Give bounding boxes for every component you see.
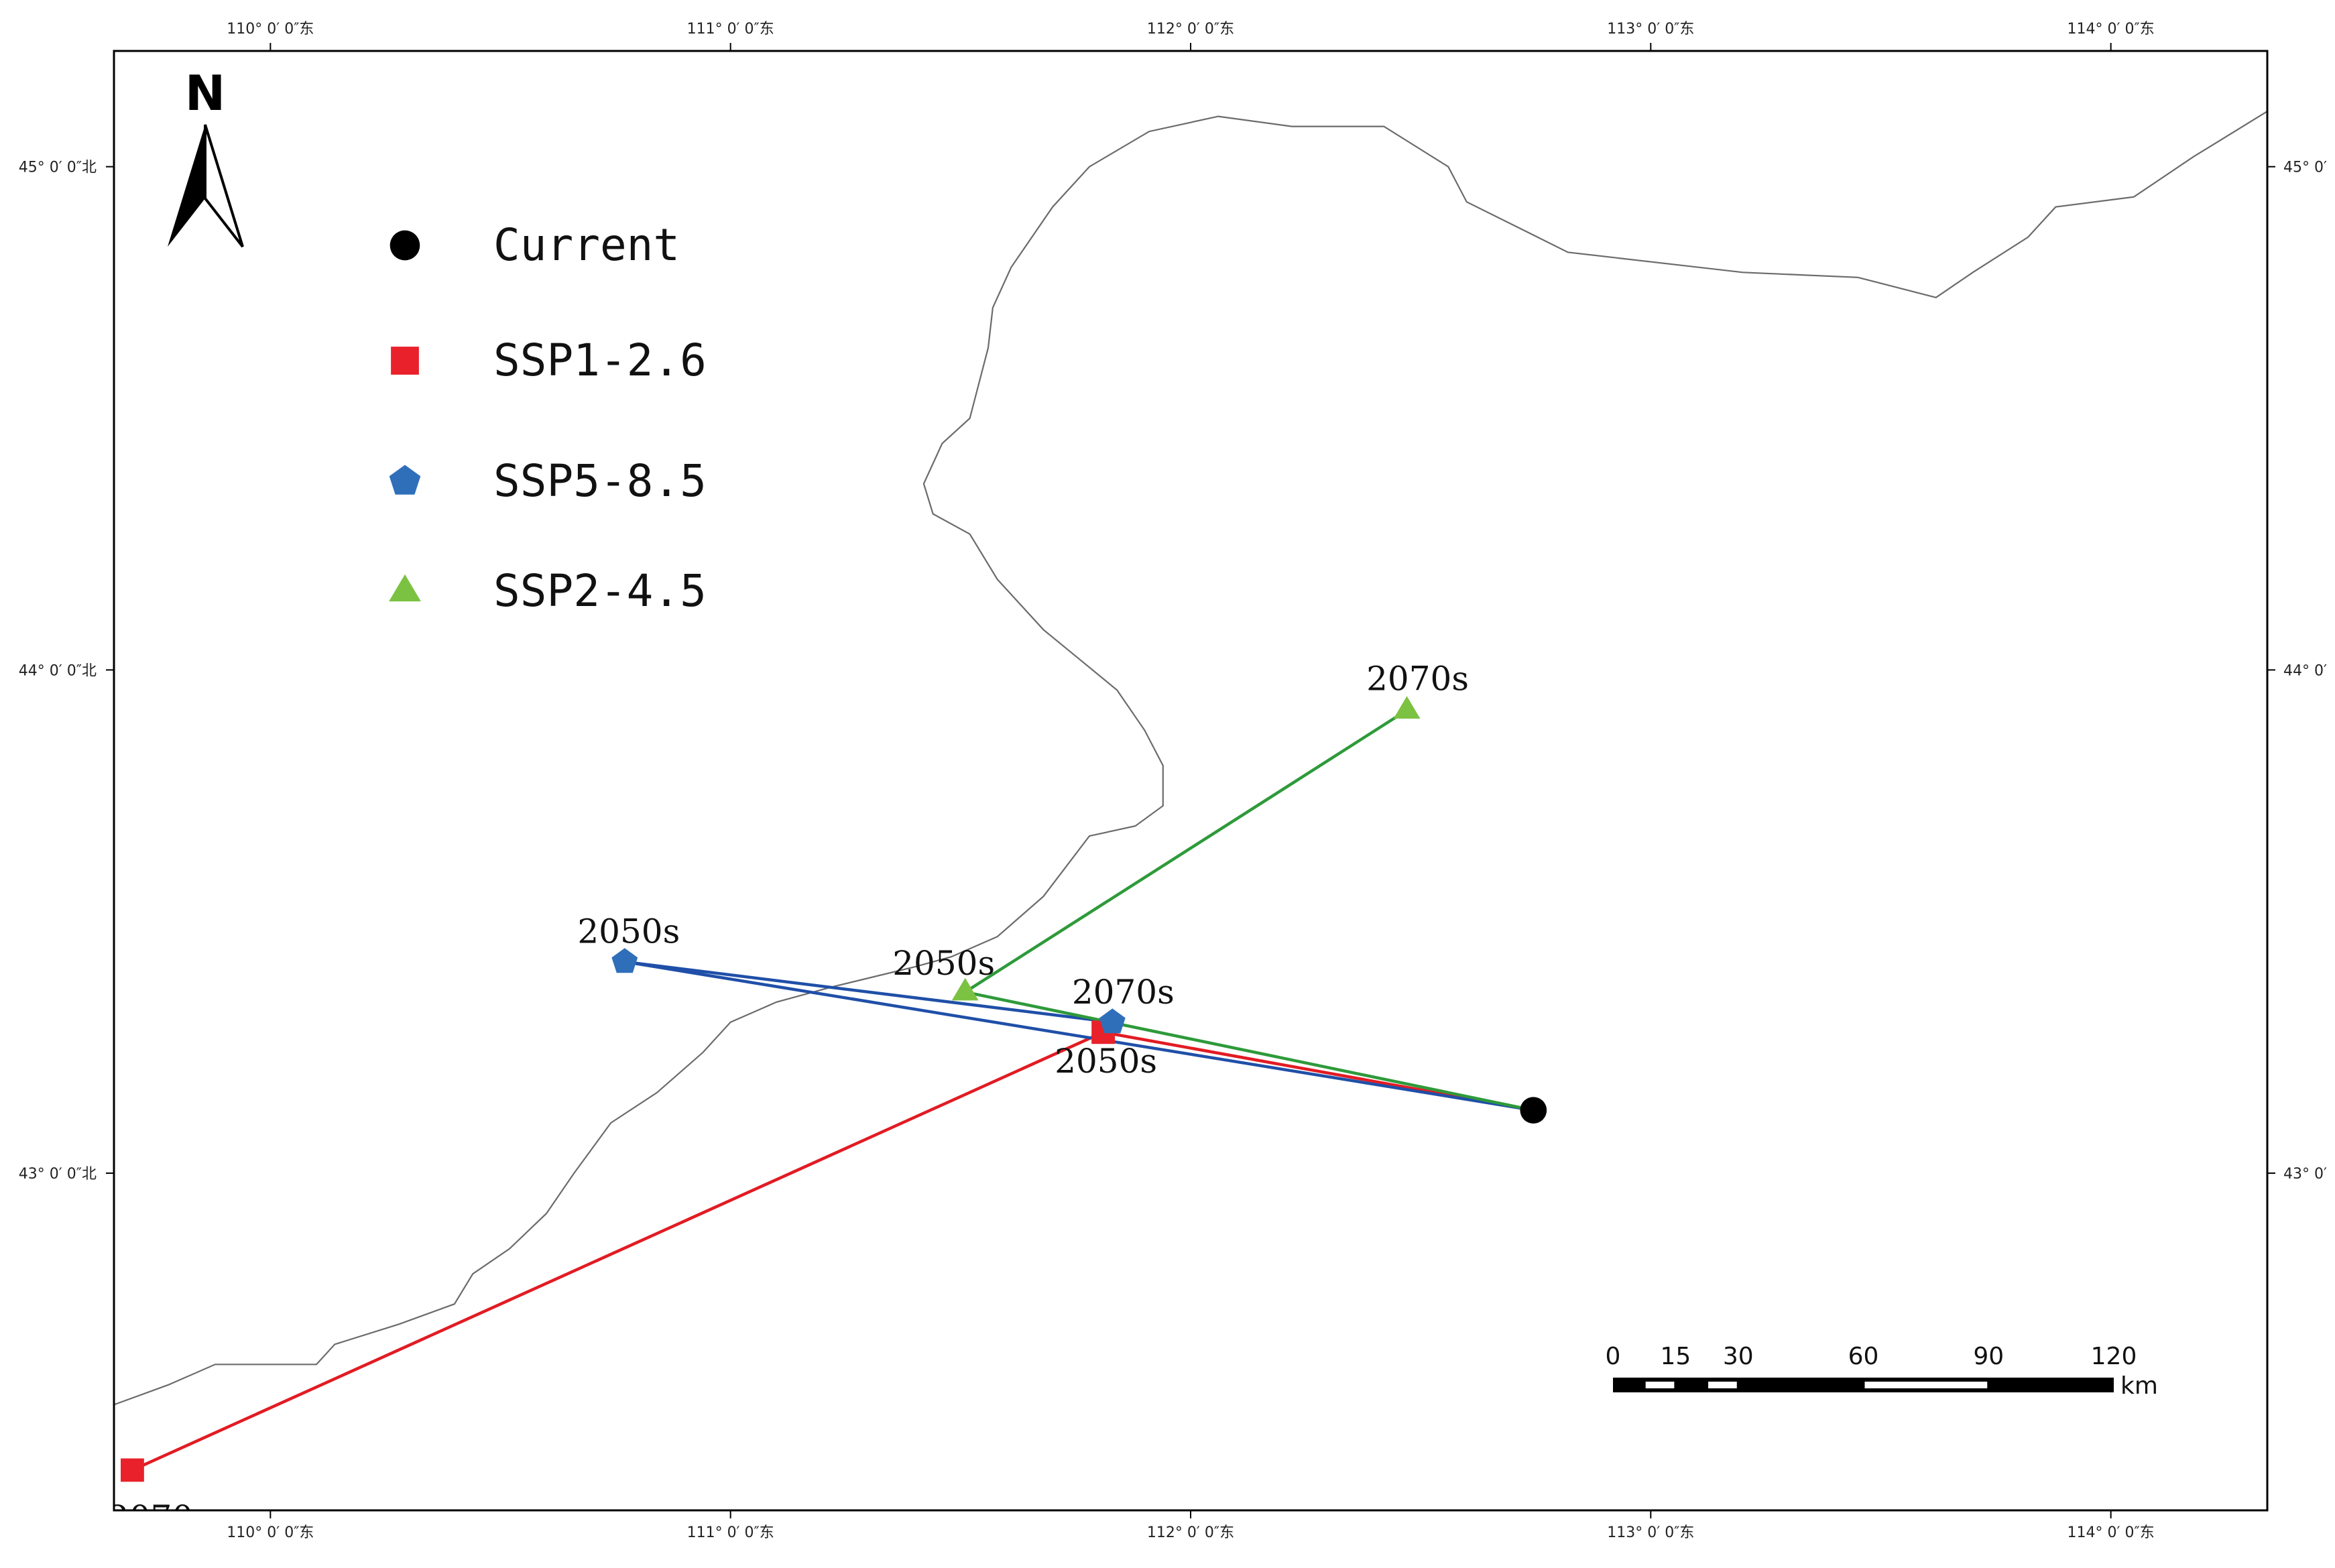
legend-label: Current bbox=[493, 219, 680, 271]
north-arrow-label: N bbox=[185, 65, 225, 121]
marker-ssp2-45-2050s bbox=[951, 977, 979, 1001]
north-arrow-icon bbox=[168, 125, 205, 247]
scale-bar-tick-label: 120 bbox=[2091, 1343, 2137, 1370]
longitude-tick-label-bottom: 112° 0′ 0″东 bbox=[1147, 1524, 1234, 1541]
legend-label: SSP5-8.5 bbox=[493, 455, 707, 507]
legend-item-ssp2-45: SSP2-4.5 bbox=[389, 565, 707, 617]
period-label: 2050s bbox=[1055, 1042, 1157, 1081]
longitude-tick-label-top: 111° 0′ 0″东 bbox=[687, 21, 774, 38]
scale-bar-unit: km bbox=[2120, 1372, 2158, 1400]
legend-label: SSP1-2.6 bbox=[493, 335, 707, 386]
marker-ssp5-85-2050s bbox=[611, 948, 638, 973]
latitude-tick-label-left: 45° 0′ 0″北 bbox=[19, 160, 97, 176]
latitude-tick-label-right: 43° 0′ bbox=[2283, 1166, 2327, 1183]
scale-bar-body bbox=[1613, 1378, 2114, 1392]
longitude-tick-label-bottom: 113° 0′ 0″东 bbox=[1607, 1524, 1694, 1541]
latitude-ticks-right: 45° 0′ 44° 0′ 43° 0′ bbox=[2267, 160, 2327, 1183]
latitude-ticks-left: 45° 0′ 0″北 44° 0′ 0″北 43° 0′ 0″北 bbox=[19, 160, 114, 1183]
longitude-tick-label-top: 113° 0′ 0″东 bbox=[1607, 21, 1694, 38]
longitude-tick-label-bottom: 110° 0′ 0″东 bbox=[227, 1524, 314, 1541]
legend-item-ssp5-85: SSP5-8.5 bbox=[389, 455, 707, 507]
latitude-tick-label-right: 44° 0′ bbox=[2283, 662, 2327, 679]
north-arrow: N bbox=[168, 65, 244, 248]
legend-symbol-pentagon bbox=[389, 465, 421, 495]
period-labels: 2050s 2070s 2050s 2070s 2050s 2070s bbox=[108, 659, 1469, 1537]
period-label: 2050s bbox=[892, 944, 995, 983]
marker-current bbox=[1520, 1097, 1547, 1124]
longitude-tick-label-bottom: 114° 0′ 0″东 bbox=[2068, 1524, 2155, 1541]
latitude-tick-label-left: 44° 0′ 0″北 bbox=[19, 662, 97, 679]
legend-symbol-circle bbox=[390, 230, 420, 261]
scale-bar-tick-label: 90 bbox=[1973, 1343, 2004, 1370]
map-frame bbox=[113, 50, 2269, 1512]
period-label: 2070s bbox=[1072, 973, 1175, 1012]
longitude-ticks-top: 110° 0′ 0″东 111° 0′ 0″东 112° 0′ 0″东 113° 0′… bbox=[227, 21, 2155, 51]
legend-label: SSP2-4.5 bbox=[493, 565, 707, 617]
scale-bar-tick-label: 0 bbox=[1606, 1343, 1621, 1370]
marker-ssp5-85-2070s bbox=[1099, 1008, 1126, 1034]
scale-bar-tick-label: 60 bbox=[1848, 1343, 1879, 1370]
centroid-markers bbox=[121, 696, 1547, 1482]
latitude-tick-label-right: 45° 0′ bbox=[2283, 160, 2327, 176]
marker-ssp2-45-2070s bbox=[1393, 696, 1421, 719]
legend-item-current: Current bbox=[390, 219, 680, 271]
longitude-tick-label-top: 114° 0′ 0″东 bbox=[2068, 21, 2155, 38]
legend-item-ssp1-26: SSP1-2.6 bbox=[391, 335, 707, 386]
longitude-tick-label-top: 110° 0′ 0″东 bbox=[227, 21, 314, 38]
period-label: 2050s bbox=[577, 912, 680, 951]
marker-ssp1-26-2070s bbox=[121, 1458, 144, 1482]
longitude-tick-label-bottom: 111° 0′ 0″东 bbox=[687, 1524, 774, 1541]
legend-symbol-square bbox=[391, 347, 419, 375]
longitude-ticks-bottom: 110° 0′ 0″东 111° 0′ 0″东 112° 0′ 0″东 113° 0′… bbox=[227, 1510, 2155, 1541]
scale-bar-tick-label: 30 bbox=[1723, 1343, 1754, 1370]
period-label: 2070s bbox=[108, 1498, 211, 1537]
legend: Current SSP1-2.6 SSP5-8.5 SSP2-4.5 bbox=[389, 219, 707, 617]
legend-symbol-triangle bbox=[389, 574, 421, 602]
province-boundary-line bbox=[114, 111, 2267, 1406]
latitude-tick-label-left: 43° 0′ 0″北 bbox=[19, 1166, 97, 1183]
longitude-tick-label-top: 112° 0′ 0″东 bbox=[1147, 21, 1234, 38]
scale-bar-tick-label: 15 bbox=[1660, 1343, 1691, 1370]
period-label: 2070s bbox=[1366, 659, 1469, 698]
